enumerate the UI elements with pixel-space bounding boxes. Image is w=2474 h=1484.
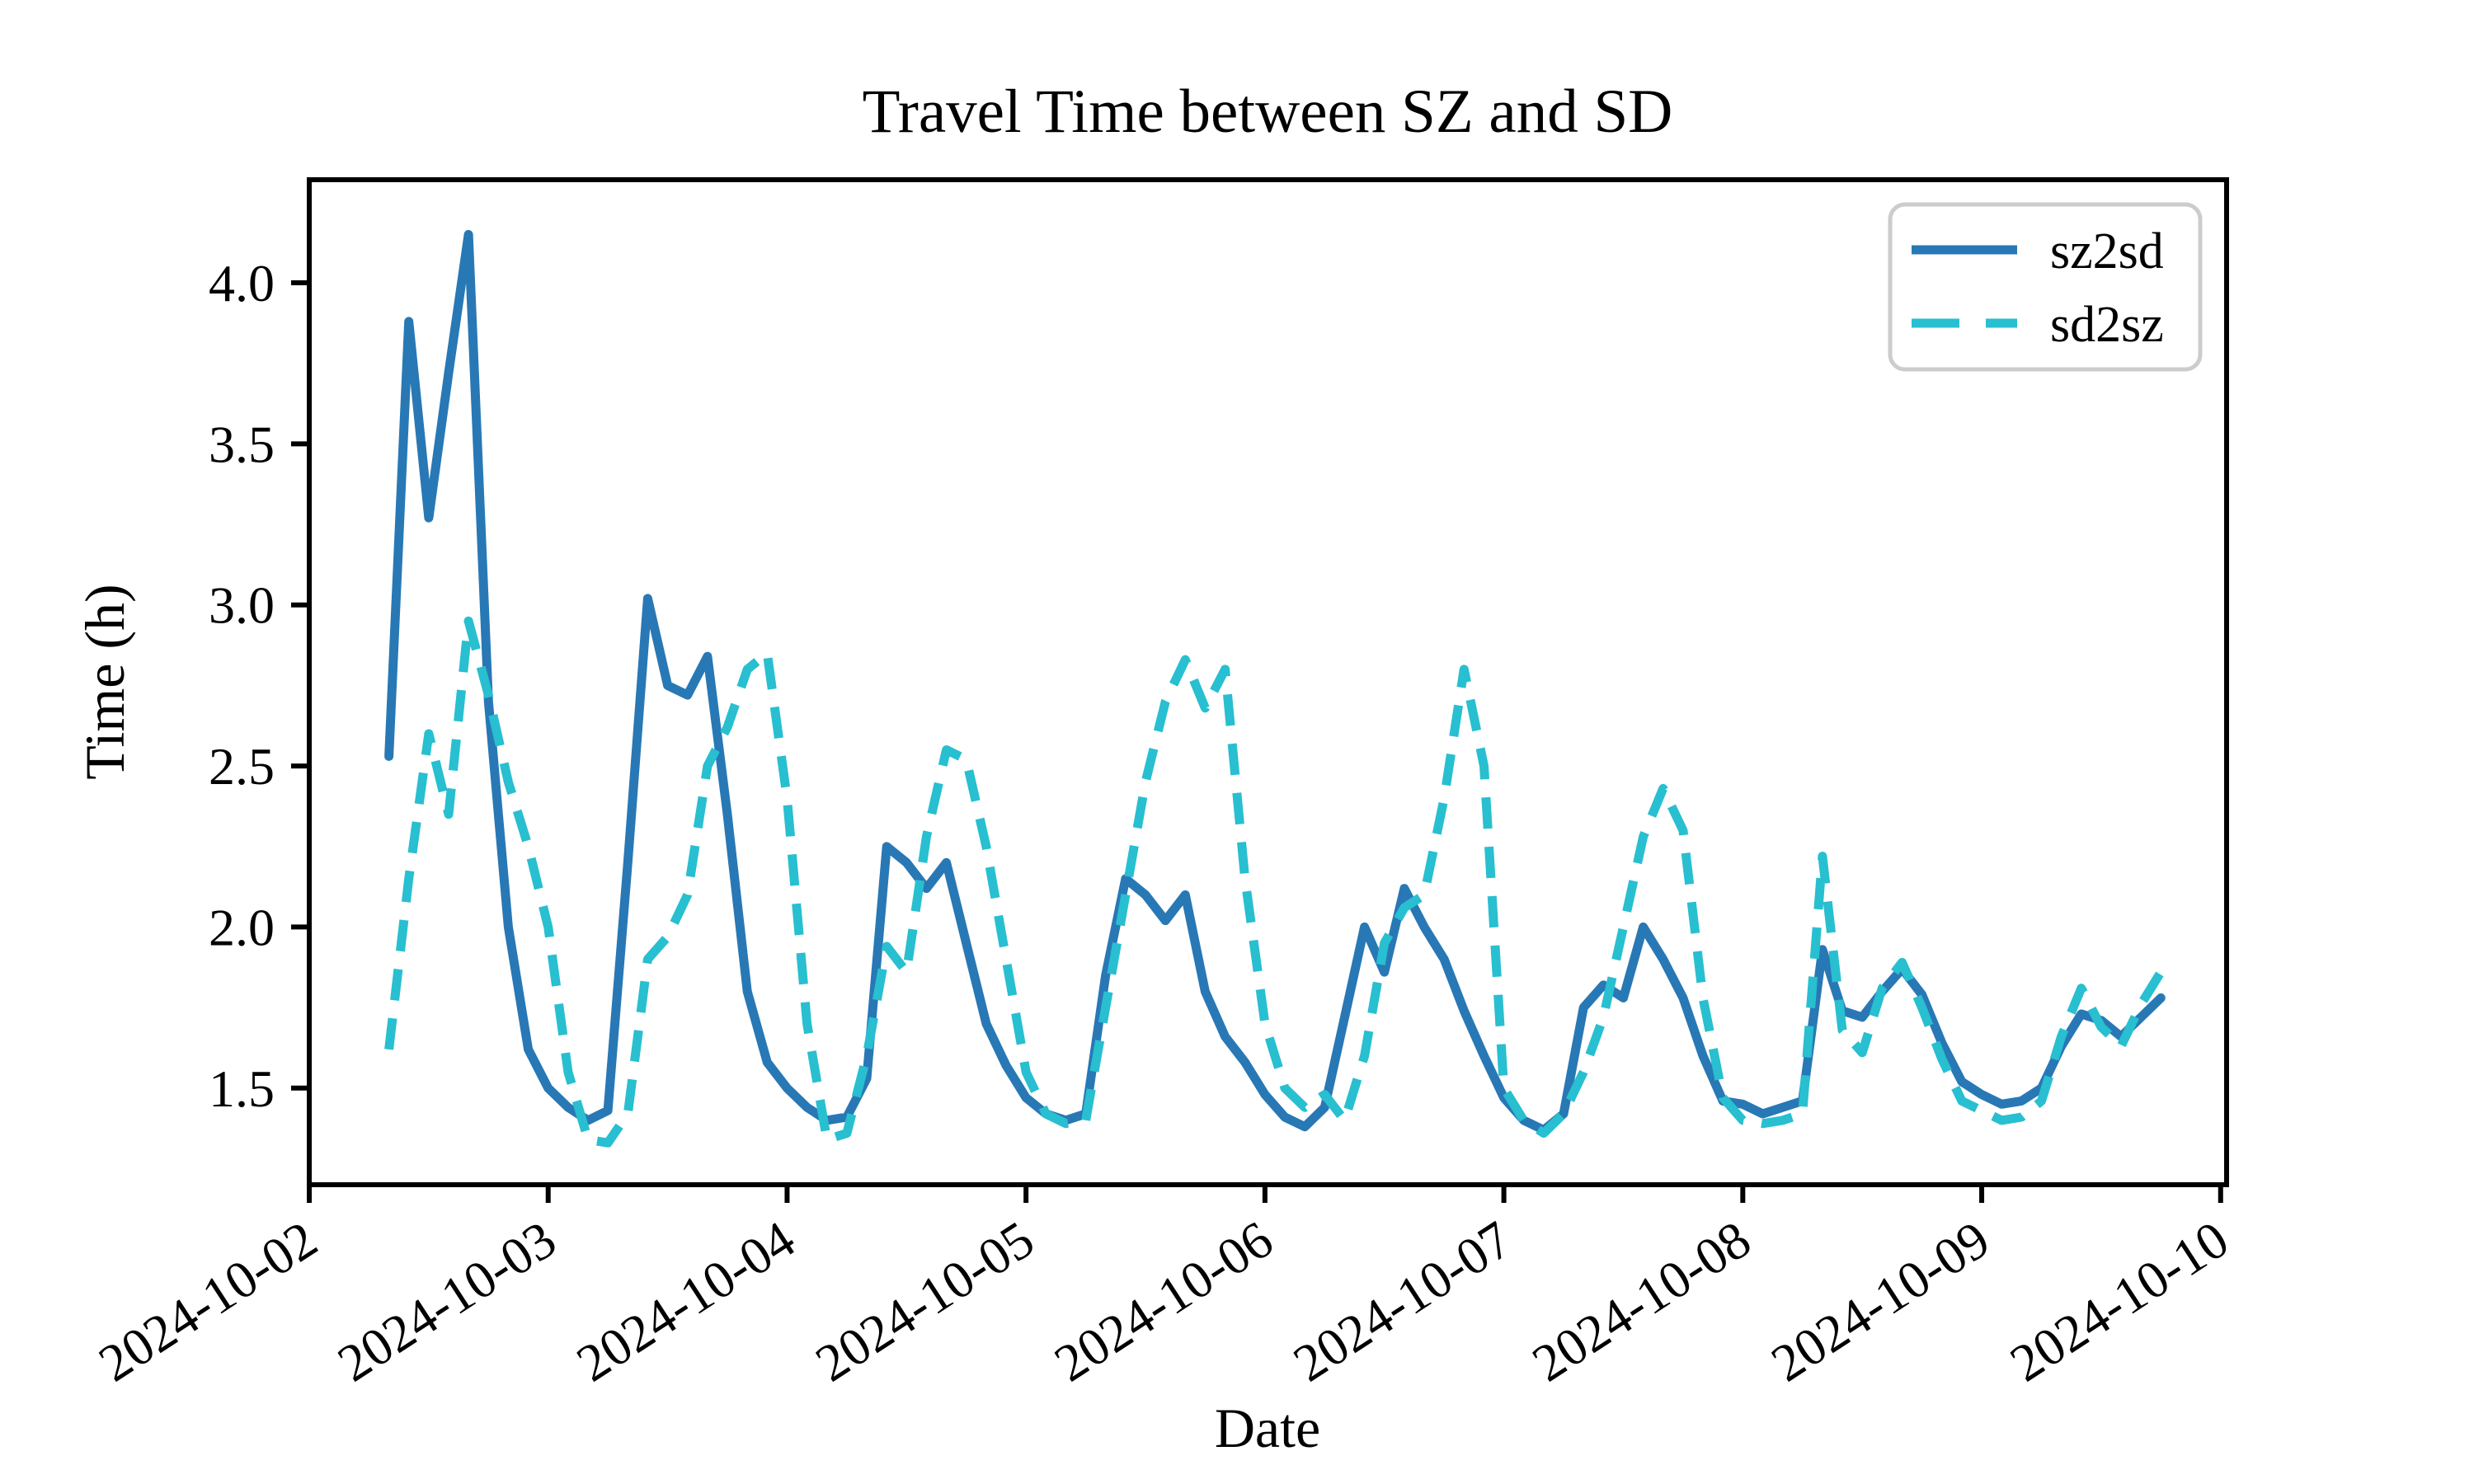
x-axis-ticks: 2024-10-02 2024-10-03 2024-10-04 2024-10-05… <box>89 1185 2238 1392</box>
y-tick-label: 2.0 <box>209 898 275 956</box>
y-axis-ticks: 1.5 2.0 2.5 3.0 3.5 4.0 <box>209 254 309 1118</box>
sd2sz-line <box>384 616 2165 1148</box>
x-tick-label: 2024-10-10 <box>2000 1209 2238 1392</box>
x-tick-label: 2024-10-03 <box>327 1209 566 1392</box>
x-tick-label: 2024-10-05 <box>806 1209 1044 1392</box>
sz2sd-line <box>384 229 2166 1135</box>
y-tick-label: 3.5 <box>209 415 275 473</box>
y-tick-label: 2.5 <box>209 737 275 796</box>
x-axis-label: Date <box>1215 1397 1320 1459</box>
legend-label-sd2sz: sd2sz <box>2050 297 2164 353</box>
legend-label-sz2sd: sz2sd <box>2050 223 2164 279</box>
y-tick-label: 3.0 <box>209 576 275 635</box>
chart-title: Travel Time between SZ and SD <box>863 77 1673 146</box>
x-tick-label: 2024-10-02 <box>89 1209 327 1392</box>
legend: sz2sd sd2sz <box>1888 202 2203 372</box>
x-tick-label: 2024-10-09 <box>1761 1209 2000 1392</box>
y-tick-label: 1.5 <box>209 1059 275 1118</box>
x-tick-label: 2024-10-06 <box>1044 1209 1282 1392</box>
x-tick-label: 2024-10-04 <box>567 1209 805 1392</box>
y-axis-label: Time (h) <box>73 584 136 779</box>
x-tick-label: 2024-10-08 <box>1522 1209 1761 1392</box>
x-tick-label: 2024-10-07 <box>1283 1209 1522 1392</box>
plot-frame <box>307 177 2229 1187</box>
y-tick-label: 4.0 <box>209 254 275 312</box>
